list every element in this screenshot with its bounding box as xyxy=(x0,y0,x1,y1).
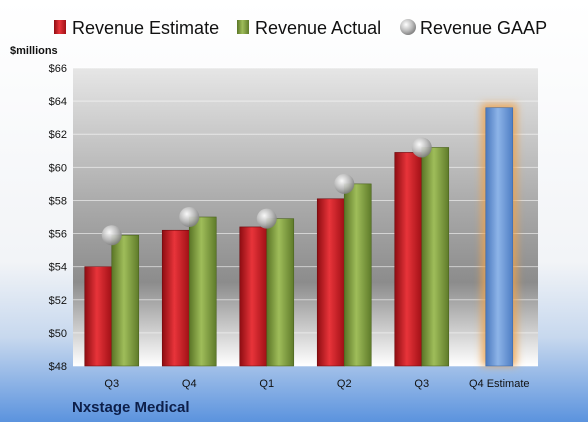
y-tick-label: $50 xyxy=(49,328,67,340)
bar-revenue-estimate xyxy=(239,226,268,367)
bar-revenue-estimate xyxy=(394,152,423,367)
x-axis-ticks: Q3 Q4 Q1 Q2 Q3 Q4 Estimate xyxy=(104,378,529,390)
bar-revenue-estimate xyxy=(161,229,190,367)
plot-area xyxy=(73,68,538,366)
legend-swatch-actual xyxy=(237,20,249,34)
y-tick-label: $58 xyxy=(49,195,67,207)
company-name: Nxstage Medical xyxy=(72,399,190,416)
marker-revenue-gaap xyxy=(411,137,432,158)
bar-revenue-actual xyxy=(188,216,217,367)
x-tick-label: Q1 xyxy=(259,378,274,390)
marker-revenue-gaap xyxy=(256,208,277,229)
bar-revenue-actual xyxy=(343,183,372,367)
legend-label-gaap: Revenue GAAP xyxy=(420,18,547,38)
marker-revenue-gaap xyxy=(179,207,200,227)
y-axis-unit-label: $millions xyxy=(10,45,58,57)
bar-q4-estimate xyxy=(485,107,514,367)
legend-label-actual: Revenue Actual xyxy=(255,18,381,38)
y-axis-ticks: $48 $50 $52 $54 $56 $58 $60 $62 $64 $66 xyxy=(49,63,67,373)
y-tick-label: $52 xyxy=(49,295,67,307)
legend-label-estimate: Revenue Estimate xyxy=(72,18,219,38)
bar-revenue-actual xyxy=(111,234,140,367)
gaap-markers xyxy=(101,137,432,246)
bar-revenue-estimate xyxy=(316,198,345,367)
y-tick-label: $56 xyxy=(49,229,67,241)
x-tick-label: Q3 xyxy=(414,378,429,390)
y-tick-label: $48 xyxy=(49,361,67,373)
gridlines xyxy=(73,67,538,367)
x-tick-label: Q2 xyxy=(337,378,352,390)
legend-swatch-estimate xyxy=(54,20,66,34)
y-tick-label: $54 xyxy=(49,262,67,274)
x-tick-label: Q4 xyxy=(182,378,197,390)
marker-revenue-gaap xyxy=(334,173,355,194)
y-tick-label: $60 xyxy=(49,162,67,174)
bar-revenue-actual xyxy=(266,218,295,367)
y-tick-label: $64 xyxy=(49,96,67,108)
y-tick-label: $62 xyxy=(49,129,67,141)
bar-revenue-actual xyxy=(421,147,450,367)
legend-swatch-gaap xyxy=(400,19,416,35)
marker-revenue-gaap xyxy=(101,225,122,246)
legend: Revenue Estimate Revenue Actual Revenue … xyxy=(54,18,547,38)
bar-revenue-estimate xyxy=(84,266,113,367)
bars xyxy=(84,103,517,367)
y-tick-label: $66 xyxy=(49,63,67,75)
x-tick-label: Q4 Estimate xyxy=(469,378,530,390)
x-tick-label: Q3 xyxy=(104,378,119,390)
